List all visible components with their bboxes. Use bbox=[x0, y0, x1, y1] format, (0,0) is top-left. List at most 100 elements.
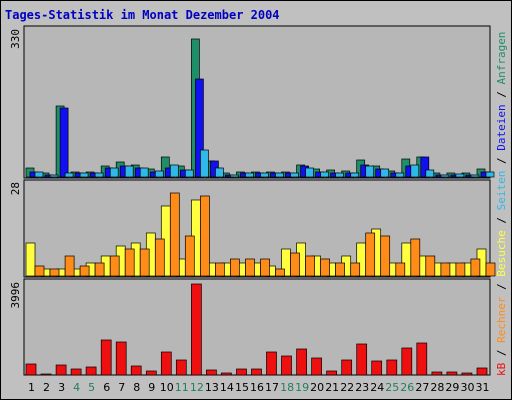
day-label-5: 5 bbox=[88, 381, 95, 394]
day-label-3: 3 bbox=[58, 381, 65, 394]
day-label-1: 1 bbox=[28, 381, 35, 394]
visits-rechner-bar-day-1 bbox=[34, 265, 45, 277]
legend-part-8: Dateien bbox=[495, 104, 508, 150]
requests-seiten-bar-day-22 bbox=[350, 172, 360, 178]
requests-seiten-bar-day-24 bbox=[380, 168, 390, 178]
traffic-kb-bar-day-7 bbox=[115, 341, 127, 376]
day-label-17: 17 bbox=[265, 381, 279, 394]
traffic-kb-bar-day-14 bbox=[221, 372, 232, 376]
requests-seiten-bar-day-29 bbox=[455, 173, 465, 178]
day-label-31: 31 bbox=[476, 381, 490, 394]
requests-seiten-bar-day-8 bbox=[139, 167, 149, 178]
requests-seiten-bar-day-9 bbox=[154, 170, 164, 178]
traffic-kb-bar-day-17 bbox=[266, 351, 277, 376]
requests-seiten-bar-day-19 bbox=[305, 167, 314, 178]
traffic-kb-bar-day-4 bbox=[70, 368, 82, 376]
traffic-kb-bar-day-24 bbox=[371, 360, 383, 376]
visits-rechner-bar-day-28 bbox=[440, 262, 451, 277]
traffic-kb-bar-day-9 bbox=[145, 370, 157, 376]
requests-seiten-bar-day-20 bbox=[320, 171, 329, 178]
requests-plot-area bbox=[23, 25, 491, 179]
visits-rechner-bar-day-5 bbox=[94, 262, 105, 277]
visits-rechner-bar-day-18 bbox=[290, 252, 300, 277]
legend-part-0: kB bbox=[495, 362, 508, 376]
visits-rechner-bar-day-29 bbox=[455, 262, 466, 277]
requests-seiten-bar-day-28 bbox=[440, 174, 450, 178]
day-label-27: 27 bbox=[415, 381, 429, 394]
traffic-kb-bar-day-21 bbox=[326, 370, 337, 376]
traffic-kb-bar-day-18 bbox=[281, 355, 292, 376]
requests-seiten-bar-day-4 bbox=[79, 172, 89, 178]
visits-rechner-bar-day-8 bbox=[139, 248, 150, 277]
traffic-kb-bar-day-20 bbox=[311, 357, 322, 376]
legend-part-6: Seiten bbox=[495, 171, 508, 211]
visits-rechner-bar-day-20 bbox=[320, 258, 330, 277]
visits-rechner-bar-day-19 bbox=[305, 255, 315, 277]
day-label-22: 22 bbox=[340, 381, 354, 394]
traffic-kb-bar-day-3 bbox=[55, 364, 67, 376]
requests-seiten-bar-day-31 bbox=[485, 171, 495, 178]
day-label-9: 9 bbox=[148, 381, 155, 394]
visits-rechner-bar-day-24 bbox=[380, 235, 391, 277]
requests-panel bbox=[23, 25, 495, 179]
visits-rechner-bar-day-9 bbox=[154, 238, 165, 277]
traffic-kb-bar-day-25 bbox=[386, 359, 398, 376]
requests-bars bbox=[25, 38, 495, 178]
legend-part-5: / bbox=[495, 210, 508, 230]
day-label-20: 20 bbox=[310, 381, 324, 394]
requests-seiten-bar-day-27 bbox=[425, 169, 435, 178]
requests-seiten-bar-day-16 bbox=[260, 172, 269, 178]
visits-rechner-bar-day-17 bbox=[275, 268, 285, 277]
visits-rechner-bar-day-23 bbox=[365, 232, 376, 277]
traffic-kb-bar-day-2 bbox=[40, 373, 52, 376]
legend-part-9: / bbox=[495, 85, 508, 105]
traffic-kb-bar-day-1 bbox=[25, 363, 37, 376]
traffic-kb-bar-day-26 bbox=[401, 347, 413, 376]
requests-seiten-bar-day-1 bbox=[34, 171, 44, 178]
traffic-kb-bar-day-29 bbox=[446, 371, 458, 376]
day-label-7: 7 bbox=[118, 381, 125, 394]
visits-ymax-label: 28 bbox=[9, 182, 22, 195]
traffic-kb-bar-day-28 bbox=[431, 371, 443, 376]
day-label-25: 25 bbox=[385, 381, 399, 394]
day-label-24: 24 bbox=[370, 381, 384, 394]
day-label-12: 12 bbox=[190, 381, 204, 394]
legend-part-10: Anfragen bbox=[495, 32, 508, 85]
traffic-kb-bar-day-27 bbox=[416, 342, 428, 376]
visits-rechner-bar-day-14 bbox=[230, 258, 240, 277]
requests-seiten-bar-day-12 bbox=[200, 149, 209, 178]
traffic-ymax-label: 3996 bbox=[9, 282, 22, 309]
traffic-kb-bar-day-19 bbox=[296, 348, 307, 376]
traffic-kb-bar-day-11 bbox=[175, 359, 187, 376]
visits-rechner-bar-day-12 bbox=[200, 195, 210, 277]
requests-dateien-bar-day-12 bbox=[195, 78, 204, 178]
visits-rechner-bar-day-6 bbox=[109, 255, 120, 277]
requests-seiten-bar-day-30 bbox=[470, 174, 480, 178]
visits-rechner-bar-day-4 bbox=[79, 265, 90, 277]
visits-rechner-bar-day-16 bbox=[260, 258, 270, 277]
visits-rechner-bar-day-2 bbox=[49, 268, 60, 277]
visits-rechner-bar-day-11 bbox=[184, 235, 195, 277]
requests-seiten-bar-day-26 bbox=[410, 164, 420, 178]
day-label-16: 16 bbox=[250, 381, 264, 394]
day-label-21: 21 bbox=[325, 381, 339, 394]
visits-rechner-bar-day-22 bbox=[350, 262, 361, 277]
day-label-19: 19 bbox=[295, 381, 309, 394]
traffic-kb-bar-day-16 bbox=[251, 368, 262, 376]
chart-legend: kB / Rechner / Besuche / Seiten / Dateie… bbox=[495, 32, 508, 376]
requests-seiten-bar-day-11 bbox=[184, 169, 194, 178]
day-label-4: 4 bbox=[73, 381, 80, 394]
visits-bars bbox=[25, 192, 496, 277]
day-label-6: 6 bbox=[103, 381, 110, 394]
visits-rechner-bar-day-10 bbox=[169, 192, 180, 277]
requests-dateien-bar-day-27 bbox=[420, 156, 430, 178]
visits-rechner-bar-day-26 bbox=[410, 238, 421, 277]
visits-rechner-bar-day-3 bbox=[64, 255, 75, 277]
requests-seiten-bar-day-5 bbox=[94, 172, 104, 178]
day-label-10: 10 bbox=[160, 381, 174, 394]
traffic-kb-bar-day-10 bbox=[160, 351, 172, 376]
traffic-kb-bar-day-13 bbox=[206, 369, 217, 376]
visits-panel bbox=[23, 179, 496, 278]
traffic-kb-bar-day-30 bbox=[461, 372, 473, 376]
